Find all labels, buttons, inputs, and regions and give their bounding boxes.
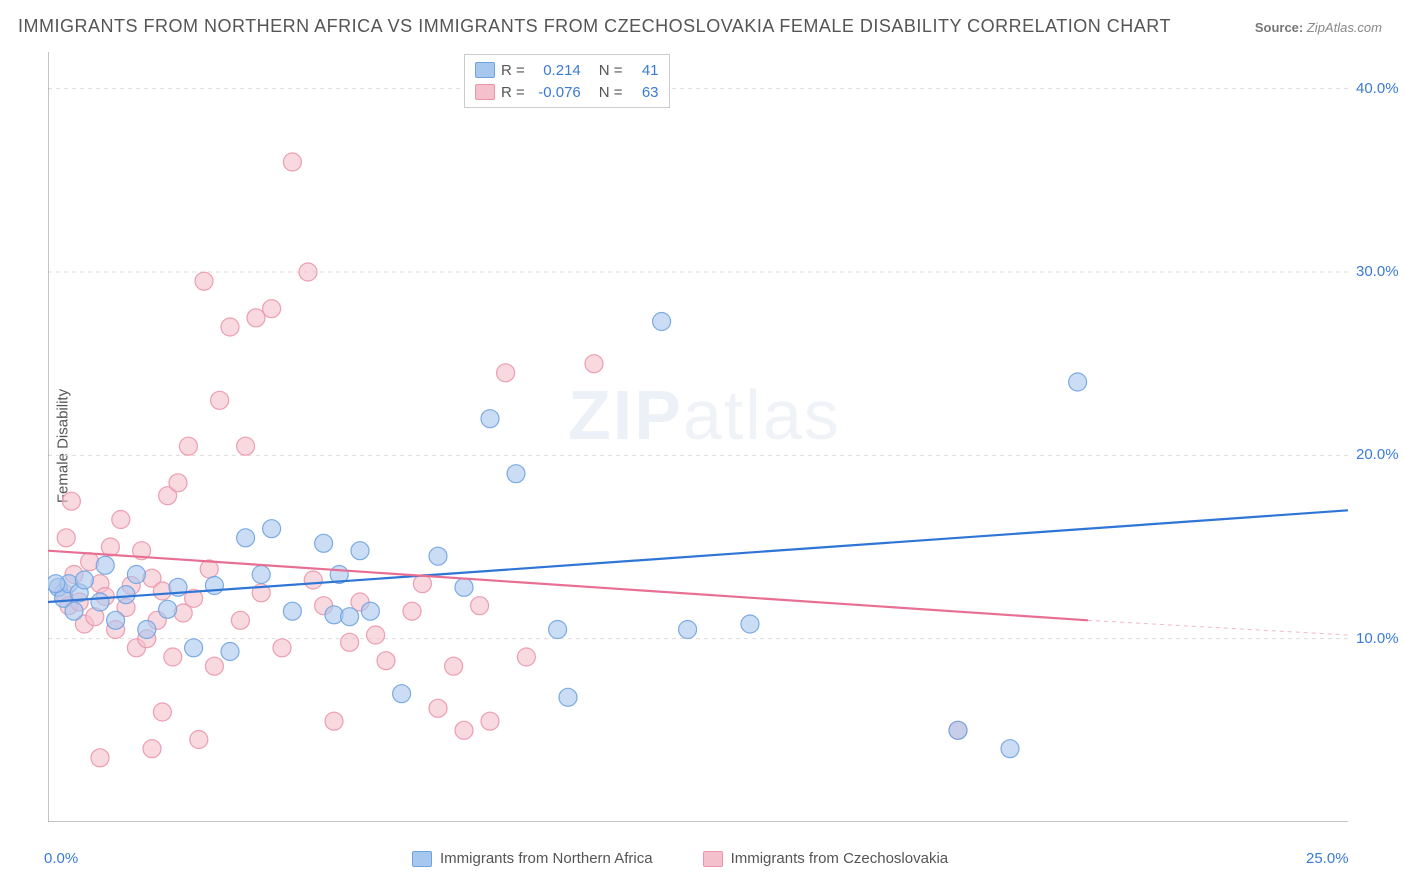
legend-swatch [475, 84, 495, 100]
legend-swatch [412, 851, 432, 867]
y-tick-label: 30.0% [1356, 263, 1399, 280]
source-attribution: Source: ZipAtlas.com [1255, 20, 1382, 35]
legend-swatch [703, 851, 723, 867]
n-value: 41 [629, 62, 659, 79]
legend-series-item: Immigrants from Northern Africa [412, 850, 653, 867]
legend-series-label: Immigrants from Northern Africa [440, 850, 653, 867]
x-tick-label: 25.0% [1306, 850, 1349, 867]
r-value: -0.076 [531, 84, 581, 101]
legend-stat-row: R = -0.076 N = 63 [475, 81, 659, 103]
source-label: Source: [1255, 20, 1303, 35]
legend-series-item: Immigrants from Czechoslovakia [703, 850, 949, 867]
source-value: ZipAtlas.com [1307, 20, 1382, 35]
legend-swatch [475, 62, 495, 78]
n-label: N = [599, 62, 623, 79]
chart-title: IMMIGRANTS FROM NORTHERN AFRICA VS IMMIG… [18, 16, 1171, 37]
n-label: N = [599, 84, 623, 101]
scatter-plot [48, 52, 1348, 822]
series-legend: Immigrants from Northern Africa Immigrant… [412, 850, 948, 867]
x-tick-label: 0.0% [44, 850, 78, 867]
r-label: R = [501, 84, 525, 101]
r-label: R = [501, 62, 525, 79]
r-value: 0.214 [531, 62, 581, 79]
legend-series-label: Immigrants from Czechoslovakia [731, 850, 949, 867]
y-tick-label: 10.0% [1356, 630, 1399, 647]
y-tick-label: 40.0% [1356, 80, 1399, 97]
n-value: 63 [629, 84, 659, 101]
legend-stat-row: R = 0.214 N = 41 [475, 59, 659, 81]
correlation-legend: R = 0.214 N = 41 R = -0.076 N = 63 [464, 54, 670, 108]
y-tick-label: 20.0% [1356, 446, 1399, 463]
